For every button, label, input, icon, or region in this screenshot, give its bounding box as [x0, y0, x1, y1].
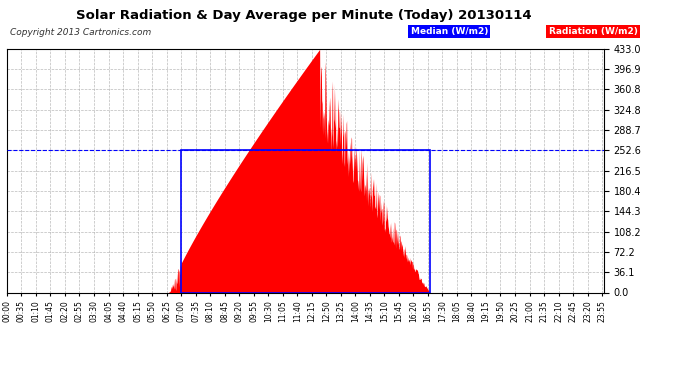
Text: Median (W/m2): Median (W/m2) [411, 27, 488, 36]
Text: Copyright 2013 Cartronics.com: Copyright 2013 Cartronics.com [10, 28, 152, 37]
Bar [181, 150, 430, 292]
Text: Solar Radiation & Day Average per Minute (Today) 20130114: Solar Radiation & Day Average per Minute… [76, 9, 531, 22]
Text: Radiation (W/m2): Radiation (W/m2) [549, 27, 638, 36]
